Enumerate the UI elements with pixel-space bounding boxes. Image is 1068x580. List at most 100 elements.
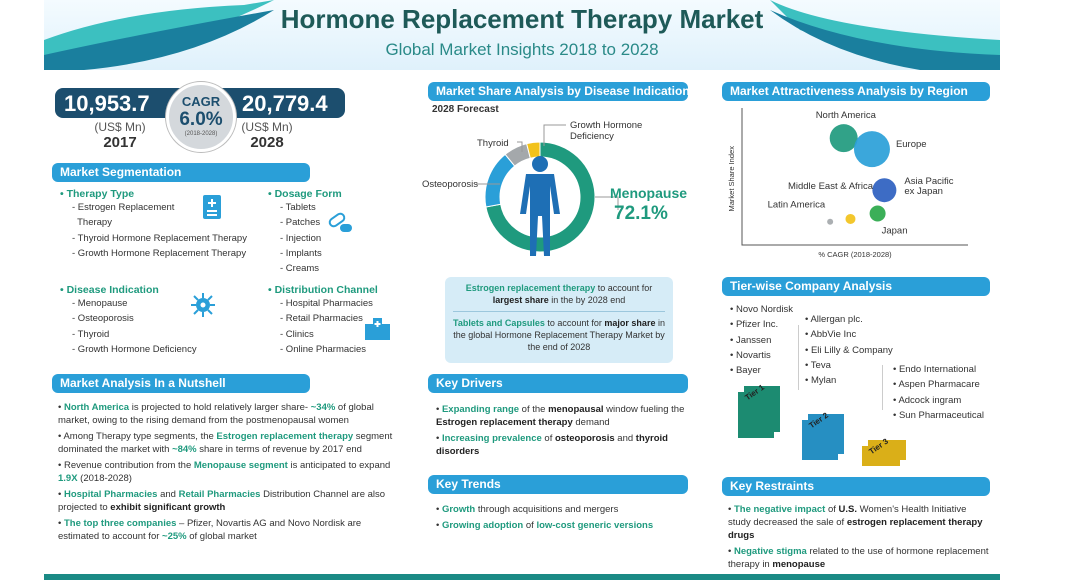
region-header: Market Attractiveness Analysis by Region: [722, 82, 990, 101]
company-name: • AbbVie Inc: [805, 329, 857, 341]
company-name: • Adcock ingram: [893, 394, 962, 406]
bullet-text: ~25%: [162, 531, 187, 542]
segment-heading: Therapy Type: [66, 188, 135, 200]
insight-text: Tablets and Capsules to account for majo…: [453, 311, 665, 353]
menopause-label: Menopause: [610, 185, 688, 201]
capsule-icon: [328, 212, 352, 232]
insight-segment: largest share: [492, 295, 549, 305]
segment-item: - Retail Pharmacies: [280, 313, 363, 325]
bullet-text: of: [541, 433, 555, 444]
tier1-block: [738, 392, 774, 438]
bullet-text: ~84%: [172, 444, 197, 455]
bubble-label: Asia Pacific: [904, 176, 953, 187]
bullet-text: North America: [63, 402, 130, 413]
company-name: • Novo Nordisk: [730, 304, 793, 315]
company-name: • Pfizer Inc.: [730, 319, 779, 331]
unit-2017: (US$ Mn): [94, 120, 146, 134]
segment-item: - Osteoporosis: [72, 313, 134, 325]
nutshell-header: Market Analysis In a Nutshell: [52, 374, 310, 393]
bullet-text: estrogen replacement therapy drugs: [728, 517, 983, 541]
tier-divider: [798, 325, 799, 390]
menopause-value: 72.1%: [614, 203, 668, 224]
trends-list: • Growth through acquisitions and merger…: [436, 503, 686, 535]
segment-group: • Dosage Form - Tablets - Patches - Injecti…: [268, 188, 342, 276]
drivers-header: Key Drivers: [428, 374, 688, 393]
bullet-text: Retail Pharmacies: [178, 489, 261, 500]
bullet-item: • Growth through acquisitions and merger…: [436, 504, 619, 515]
bullet-text: and: [614, 433, 636, 444]
bullet-text: menopause: [772, 559, 826, 570]
bullet-text: Negative stigma: [733, 546, 807, 557]
document-plus-icon: [203, 195, 221, 219]
wave-decoration-left: [44, 0, 274, 70]
region-bubble-chart: Market Share Index % CAGR (2018-2028) Nort…: [727, 108, 968, 259]
insight-segment: Tablets and Capsules: [453, 318, 545, 328]
year-2028: 2028: [250, 134, 284, 151]
bullet-text: exhibit significant growth: [110, 502, 226, 513]
footer-bar: [44, 574, 1000, 580]
segment-item: - Thyroid: [72, 328, 110, 340]
unit-2028: (US$ Mn): [241, 120, 293, 134]
bullet-text: and: [157, 489, 179, 500]
donut-label: Osteoporosis: [422, 179, 478, 190]
bullet-text: The negative impact: [733, 504, 826, 515]
bullet-text: Growing adoption: [441, 520, 524, 531]
segment-item: - Growth Hormone Deficiency: [72, 343, 197, 355]
bubble-label: Japan: [882, 225, 908, 236]
segment-item: - Clinics: [280, 328, 314, 340]
bullet-text: segment dominated the market with: [58, 431, 393, 455]
share-header: Market Share Analysis by Disease Indicat…: [428, 82, 688, 101]
tier1-company-list: • Novo Nordisk • Pfizer Inc. • Janssen • No…: [730, 302, 793, 378]
bullet-text: window fueling the: [603, 404, 685, 415]
bullet-text: thyroid disorders: [436, 433, 668, 457]
bubble-label: Middle East & Africa: [788, 181, 874, 192]
wave-decoration-right: [770, 0, 1000, 70]
donut-slice-menopause: [485, 141, 596, 253]
bubble-label: ex Japan: [904, 186, 943, 197]
year-2017: 2017: [103, 134, 137, 151]
bullet-text: – Pfizer, Novartis AG and Novo Nordisk a…: [58, 518, 362, 542]
company-name: • Janssen: [730, 334, 772, 346]
bullet-item: • Expanding range of the menopausal wind…: [436, 404, 685, 428]
company-name: • Allergan plc.: [805, 314, 863, 325]
donut-label: Growth Hormone: [570, 120, 642, 131]
company-name: • Mylan: [805, 375, 837, 387]
bullet-text: Increasing prevalence: [441, 433, 542, 444]
bullet-text: Growth: [441, 504, 476, 515]
bullet-text: (2018-2028): [77, 473, 132, 484]
bullet-item: • Hospital Pharmacies and Retail Pharmac…: [58, 489, 386, 513]
segment-heading-row: • Distribution Channel: [268, 284, 378, 296]
bubble-europe: [853, 131, 890, 168]
segment-group: • Therapy Type - Estrogen Replacement The…: [60, 188, 247, 261]
insight-segment: Estrogen replacement therapy: [465, 283, 596, 293]
share-subtitle: 2028 Forecast: [432, 104, 499, 115]
segment-item: - Estrogen Replacement: [72, 202, 175, 213]
bullet-item: • The top three companies – Pfizer, Nova…: [58, 518, 362, 542]
segment-group: • Disease Indication - Menopause - Osteopo…: [60, 284, 197, 357]
company-name: • Bayer: [730, 365, 761, 377]
bubble-japan: [869, 205, 886, 222]
segment-item: - Injection: [280, 232, 322, 244]
bubble-label: North America: [816, 110, 877, 121]
bullet-text: of: [825, 504, 839, 515]
insight-segment: in the by 2028 end: [548, 295, 626, 305]
segmentation-header: Market Segmentation: [52, 163, 310, 182]
bullet-item: • Revenue contribution from the Menopaus…: [58, 460, 391, 484]
company-name: • Aspen Pharmacare: [893, 379, 980, 391]
bullet-text: through acquisitions and mergers: [475, 504, 619, 515]
bullet-text: of global market, owing to the rising de…: [58, 402, 374, 426]
bubble-label: Latin America: [768, 200, 826, 211]
bubble-label: Europe: [896, 139, 927, 150]
chart-axes: [741, 108, 968, 246]
drivers-list: • Expanding range of the menopausal wind…: [436, 403, 686, 461]
bullet-text: of global market: [186, 531, 257, 542]
segment-item: Therapy: [72, 217, 112, 229]
restraints-list: • The negative impact of U.S. Women's He…: [728, 503, 990, 574]
bullet-text: Menopause segment: [193, 460, 288, 471]
donut-label: Deficiency: [570, 131, 614, 142]
bullet-text: of: [523, 520, 537, 531]
bullet-item: • The negative impact of U.S. Women's He…: [728, 504, 983, 541]
bullet-item: • Growing adoption of low-cost generic v…: [436, 520, 654, 531]
page-title: Hormone Replacement Therapy Market: [280, 4, 764, 34]
donut-label: Thyroid: [477, 138, 509, 149]
